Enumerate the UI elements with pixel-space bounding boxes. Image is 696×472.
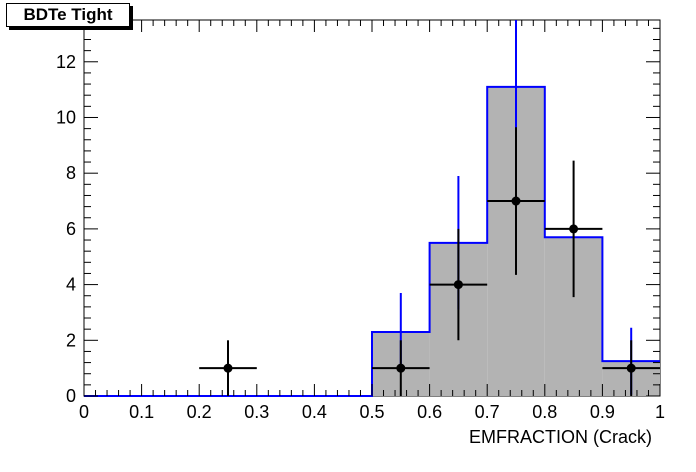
x-axis-label: EMFRACTION (Crack)	[469, 427, 652, 447]
x-tick-label: 0	[79, 402, 89, 422]
data-point	[396, 363, 406, 373]
x-tick-label: 0.1	[129, 402, 154, 422]
x-tick-label: 0.9	[590, 402, 615, 422]
y-tick-label: 6	[66, 219, 76, 239]
data-point	[453, 280, 463, 290]
x-tick-label: 1	[655, 402, 665, 422]
data-point	[569, 224, 579, 234]
data-points-layer	[199, 127, 660, 396]
x-tick-label: 0.4	[302, 402, 327, 422]
x-tick-label: 0.2	[187, 402, 212, 422]
x-tick-label: 0.8	[532, 402, 557, 422]
x-tick-label: 0.6	[417, 402, 442, 422]
y-tick-label: 10	[56, 107, 76, 127]
y-tick-label: 12	[56, 52, 76, 72]
y-tick-label: 0	[66, 386, 76, 406]
chart-title: BDTe Tight	[6, 3, 130, 27]
x-tick-label: 0.3	[244, 402, 269, 422]
y-tick-label: 8	[66, 163, 76, 183]
y-tick-label: 2	[66, 330, 76, 350]
x-tick-label: 0.7	[475, 402, 500, 422]
y-tick-label: 4	[66, 275, 76, 295]
x-tick-label: 0.5	[359, 402, 384, 422]
data-point	[223, 363, 233, 373]
data-point	[626, 363, 636, 373]
data-point	[511, 196, 521, 206]
